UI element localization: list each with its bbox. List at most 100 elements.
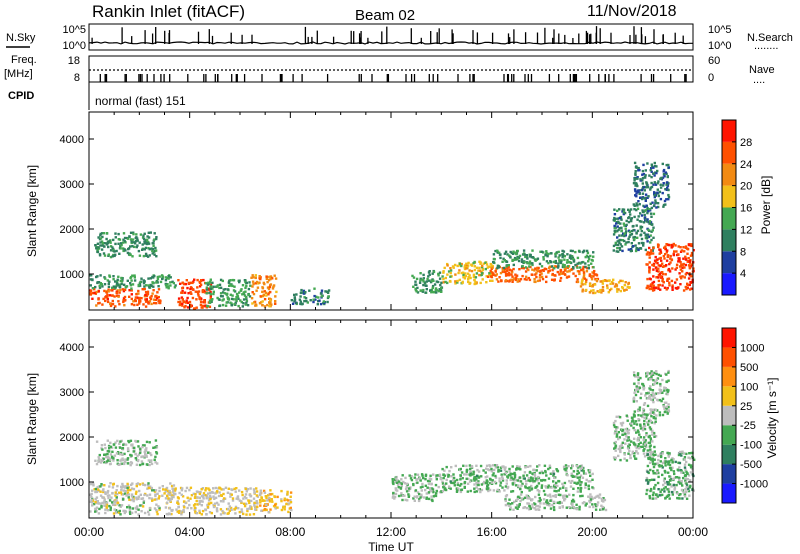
scatter-cell	[149, 231, 152, 234]
scatter-cell	[128, 511, 132, 514]
scatter-cell	[229, 301, 232, 304]
scatter-cell	[666, 412, 669, 415]
scatter-cell	[122, 232, 126, 235]
scatter-cell	[552, 480, 555, 483]
scatter-cell	[554, 261, 557, 264]
scatter-cell	[658, 411, 662, 414]
scatter-cell	[678, 478, 681, 482]
scatter-cell	[576, 476, 579, 479]
scatter-cell	[469, 489, 472, 493]
scatter-cell	[150, 247, 153, 250]
scatter-cell	[582, 271, 586, 274]
scatter-cell	[265, 277, 269, 280]
scatter-cell	[615, 250, 618, 253]
scatter-cell	[599, 288, 602, 292]
scatter-cell	[147, 482, 150, 485]
scatter-cell	[654, 483, 657, 487]
scatter-cell	[533, 480, 536, 483]
scatter-cell	[147, 231, 150, 234]
scatter-cell	[218, 304, 222, 307]
scatter-cell	[594, 508, 598, 511]
scatter-cell	[557, 489, 560, 492]
scatter-cell	[653, 191, 656, 194]
scatter-cell	[686, 472, 689, 475]
scatter-cell	[682, 491, 685, 494]
scatter-cell	[637, 215, 640, 218]
scatter-cell	[679, 283, 682, 286]
scatter-cell	[552, 260, 556, 264]
scatter-cell	[516, 280, 519, 283]
scatter-cell	[629, 249, 633, 253]
scatter-cell	[557, 493, 561, 496]
scatter-cell	[652, 268, 655, 271]
scatter-cell	[472, 477, 476, 481]
scatter-cell	[111, 503, 115, 506]
scatter-cell	[105, 456, 108, 459]
scatter-cell	[258, 281, 261, 284]
scatter-cell	[520, 484, 523, 487]
scatter-cell	[158, 489, 161, 493]
scatter-cell	[121, 277, 124, 280]
scatter-cell	[96, 249, 99, 252]
scatter-cell	[648, 479, 652, 482]
scatter-cell	[119, 247, 122, 250]
scatter-cell	[258, 275, 261, 278]
scatter-cell	[685, 460, 688, 464]
scatter-cell	[156, 278, 160, 281]
scatter-cell	[633, 437, 636, 440]
scatter-cell	[631, 450, 634, 453]
scatter-cell	[566, 270, 569, 273]
scatter-cell	[325, 290, 329, 293]
scatter-cell	[484, 476, 487, 479]
scatter-cell	[221, 509, 224, 513]
scatter-cell	[289, 495, 292, 498]
scatter-cell	[686, 260, 689, 263]
scatter-cell	[468, 269, 471, 272]
scatter-cell	[671, 284, 674, 287]
scatter-cell	[147, 486, 150, 490]
scatter-cell	[91, 297, 94, 300]
scatter-cell	[449, 269, 453, 272]
scatter-cell	[645, 181, 648, 184]
scatter-cell	[143, 493, 146, 497]
scatter-cell	[254, 274, 257, 277]
scatter-cell	[520, 266, 524, 270]
scatter-cell	[668, 452, 671, 455]
scatter-cell	[134, 236, 137, 240]
scatter-cell	[682, 262, 685, 266]
scatter-cell	[159, 280, 163, 284]
scatter-cell	[665, 188, 669, 191]
scatter-cell	[563, 481, 567, 485]
scatter-cell	[657, 392, 660, 395]
scatter-cell	[535, 275, 538, 279]
scatter-cell	[94, 490, 97, 494]
scatter-cell	[634, 457, 637, 460]
scatter-cell	[415, 478, 418, 481]
scatter-cell	[567, 465, 570, 468]
scatter-cell	[630, 242, 633, 245]
scatter-cell	[537, 266, 540, 270]
scatter-cell	[576, 465, 579, 468]
scatter-cell	[196, 278, 199, 282]
scatter-cell	[432, 495, 435, 498]
scatter-cell	[499, 484, 502, 487]
y-tick-label: 2000	[60, 224, 84, 236]
scatter-cell	[505, 265, 508, 268]
y-tick-label: 1000	[60, 477, 84, 489]
scatter-cell	[538, 276, 542, 279]
scatter-cell	[654, 199, 657, 202]
scatter-cell	[475, 474, 479, 478]
scatter-cell	[242, 302, 245, 305]
scatter-cell	[575, 507, 579, 511]
scatter-cell	[554, 255, 557, 258]
scatter-cell	[651, 373, 655, 376]
scatter-cell	[140, 497, 143, 500]
scatter-cell	[454, 464, 457, 468]
scatter-cell	[172, 490, 175, 493]
scatter-cell	[690, 243, 693, 246]
scatter-cell	[513, 478, 516, 481]
scatter-cell	[132, 495, 135, 499]
scatter-cell	[126, 462, 130, 465]
scatter-cell	[556, 270, 559, 274]
